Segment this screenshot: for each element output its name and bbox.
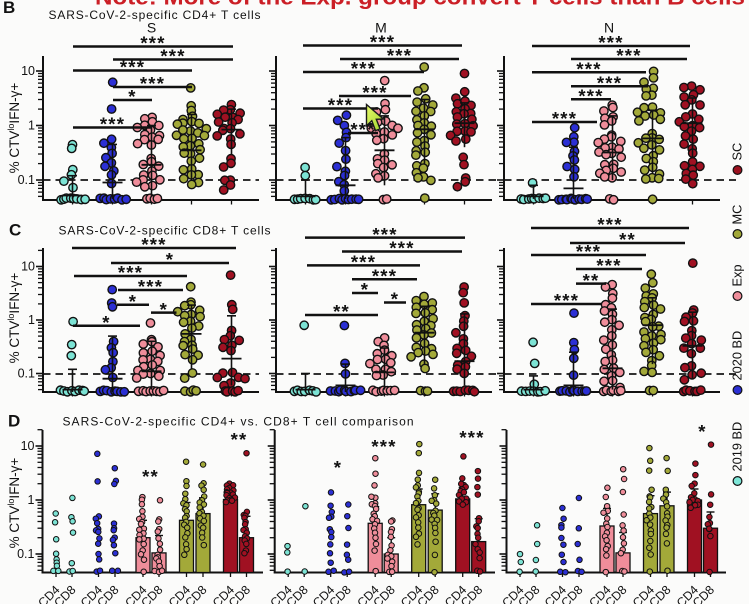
svg-text:C: C xyxy=(9,221,21,240)
svg-text:*: * xyxy=(166,249,174,270)
svg-text:***: *** xyxy=(140,33,165,54)
svg-text:***: *** xyxy=(576,241,601,262)
svg-text:***: *** xyxy=(616,45,641,66)
svg-text:***: *** xyxy=(554,290,579,311)
svg-text:SC: SC xyxy=(730,143,745,161)
svg-text:***: *** xyxy=(362,82,387,103)
svg-text:Exp: Exp xyxy=(730,264,745,286)
svg-text:***: *** xyxy=(160,46,185,67)
svg-text:***: *** xyxy=(120,57,145,78)
svg-text:2020 BD: 2020 BD xyxy=(730,331,745,381)
svg-text:0.1: 0.1 xyxy=(18,367,35,381)
svg-text:*: * xyxy=(391,289,399,310)
svg-text:**: ** xyxy=(333,301,350,322)
svg-text:***: *** xyxy=(372,266,397,287)
svg-text:***: *** xyxy=(389,238,414,259)
svg-text:*: * xyxy=(334,457,342,478)
svg-text:10: 10 xyxy=(21,439,35,453)
svg-text:**: ** xyxy=(231,429,248,450)
svg-text:1: 1 xyxy=(28,493,35,507)
svg-text:***: *** xyxy=(100,114,125,135)
svg-text:% CTVloIFN-γ+: % CTVloIFN-γ+ xyxy=(6,273,22,364)
svg-text:**: ** xyxy=(583,270,600,291)
svg-text:B: B xyxy=(3,0,15,17)
svg-text:***: *** xyxy=(372,224,397,245)
svg-text:***: *** xyxy=(328,95,353,116)
svg-text:***: *** xyxy=(370,32,395,53)
svg-text:***: *** xyxy=(141,234,166,255)
svg-text:**: ** xyxy=(142,466,159,487)
svg-text:***: *** xyxy=(138,276,163,297)
svg-text:*: * xyxy=(698,421,706,442)
svg-text:SARS-CoV-2-specific CD8+ T cel: SARS-CoV-2-specific CD8+ T cells xyxy=(59,224,271,238)
svg-text:S: S xyxy=(147,20,156,36)
svg-text:**: ** xyxy=(619,229,636,250)
svg-text:***: *** xyxy=(576,59,601,80)
svg-text:*: * xyxy=(128,86,136,107)
svg-text:***: *** xyxy=(597,73,622,94)
svg-text:D: D xyxy=(8,412,20,431)
svg-text:***: *** xyxy=(459,427,484,448)
svg-text:***: *** xyxy=(387,45,412,66)
svg-text:***: *** xyxy=(140,73,165,94)
svg-text:***: *** xyxy=(578,85,603,106)
svg-text:Note: More of the Exp. group c: Note: More of the Exp. group convert T c… xyxy=(95,0,745,10)
svg-text:***: *** xyxy=(371,436,396,457)
svg-text:***: *** xyxy=(351,252,376,273)
svg-text:***: *** xyxy=(596,255,621,276)
svg-text:N: N xyxy=(604,20,614,36)
svg-text:*: * xyxy=(102,312,110,333)
svg-text:10: 10 xyxy=(21,260,35,274)
svg-text:*: * xyxy=(160,299,168,320)
svg-text:SARS-CoV-2-specific CD4+ T cel: SARS-CoV-2-specific CD4+ T cells xyxy=(49,8,261,22)
svg-text:***: *** xyxy=(351,58,376,79)
svg-text:M: M xyxy=(375,20,387,36)
svg-text:0.1: 0.1 xyxy=(18,173,35,187)
svg-text:***: *** xyxy=(597,214,622,235)
svg-text:SARS-CoV-2-specific CD4+ vs. C: SARS-CoV-2-specific CD4+ vs. CD8+ T cell… xyxy=(63,415,414,429)
svg-text:*: * xyxy=(361,279,369,300)
svg-text:2019 BD: 2019 BD xyxy=(730,422,745,472)
svg-text:0.1: 0.1 xyxy=(17,547,34,561)
svg-text:10: 10 xyxy=(21,64,35,78)
svg-text:***: *** xyxy=(552,108,577,129)
svg-text:% CTVloIFN-γ+: % CTVloIFN-γ+ xyxy=(6,458,22,549)
svg-text:MC: MC xyxy=(730,205,745,225)
svg-text:*: * xyxy=(129,291,137,312)
svg-text:***: *** xyxy=(118,262,143,283)
svg-text:1: 1 xyxy=(28,313,35,327)
svg-text:1: 1 xyxy=(28,119,35,133)
svg-text:***: *** xyxy=(598,32,623,53)
svg-text:% CTVloIFN-γ+: % CTVloIFN-γ+ xyxy=(6,83,22,174)
